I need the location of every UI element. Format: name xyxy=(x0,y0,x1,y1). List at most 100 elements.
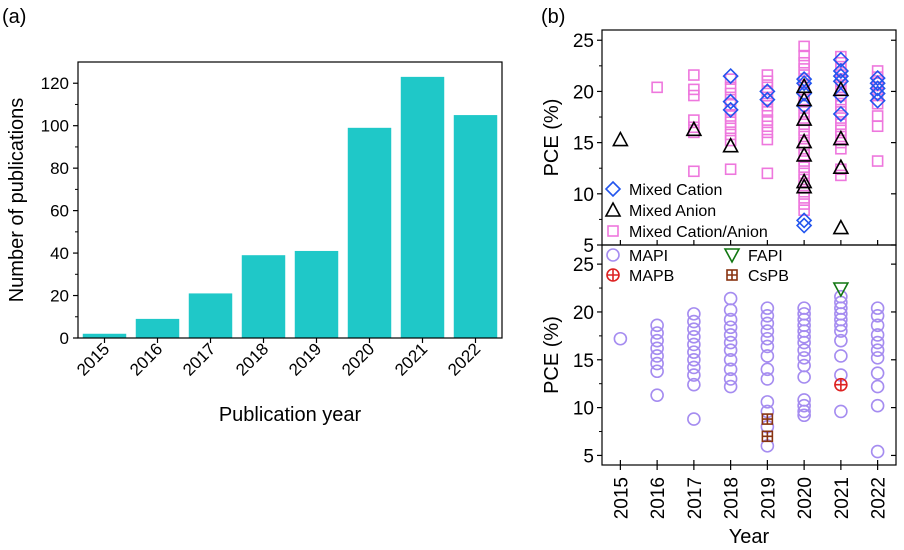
point-mapi-2020-57 xyxy=(797,404,811,419)
point-mixed-cation-anion-2016-0 xyxy=(651,81,663,94)
legend-label-mixed-anion: Mixed Anion xyxy=(629,203,716,220)
point-mixed-cation-anion-2022-84 xyxy=(871,120,884,133)
point-mixed-cation-2020-9 xyxy=(795,212,813,229)
bar-2016 xyxy=(135,318,180,338)
point-mapi-2019-35 xyxy=(760,331,775,346)
scatter-chart-mixed: 5 10 15 20 25 PCE (%) Mixed Cation Mixed Anion M… xyxy=(541,29,897,257)
point-mapi-2017-19 xyxy=(687,412,701,426)
point-mixed-cation-anion-2020-56 xyxy=(798,192,810,204)
y-tick-label-a-60: 60 xyxy=(50,202,69,221)
panel-label-b: (b) xyxy=(541,6,565,28)
point-mixed-cation-anion-2022-85 xyxy=(871,155,884,167)
bar-2017 xyxy=(188,293,233,338)
y-tick-label-a-0: 0 xyxy=(60,329,69,348)
point-mixed-cation-2018-2 xyxy=(722,101,739,118)
point-mapi-2022-71 xyxy=(870,308,885,323)
point-mixed-cation-anion-2020-42 xyxy=(798,106,810,118)
legend-label-cspb: CsPB xyxy=(748,268,789,285)
point-mixed-anion-2021-12 xyxy=(832,158,850,174)
point-mixed-cation-2022-20 xyxy=(869,85,886,102)
y-tick-label-b-top-10: 10 xyxy=(573,185,594,206)
bar-2019 xyxy=(294,250,339,338)
point-mapi-2017-9 xyxy=(687,307,701,321)
point-mapi-2021-66 xyxy=(834,333,848,348)
point-mixed-cation-2022-17 xyxy=(869,69,886,87)
point-mixed-cation-2021-11 xyxy=(832,51,850,68)
legend-marker-mixed-cation-anion xyxy=(607,225,619,237)
point-mapi-2016-2 xyxy=(650,326,664,340)
scatter-chart-single: 5 10 15 20 25 2015 2016 2017 2018 2019 2020 2021 202… xyxy=(541,244,897,548)
point-mixed-cation-anion-2020-34 xyxy=(798,56,810,69)
x-tick-label-b-2021: 2021 xyxy=(832,477,853,519)
point-mapi-2016-6 xyxy=(650,356,664,371)
point-mapi-2016-1 xyxy=(650,318,664,333)
plot-frame-b-bottom xyxy=(601,244,897,466)
point-mapi-2018-23 xyxy=(723,320,738,335)
point-mapi-2022-72 xyxy=(870,318,885,333)
point-mixed-anion-2020-7 xyxy=(795,146,813,162)
point-mixed-cation-anion-2018-14 xyxy=(724,110,737,122)
legend-marker-mixed-anion xyxy=(604,201,622,217)
x-tick-label-a-2015: 2015 xyxy=(73,339,113,379)
point-mapi-2021-67 xyxy=(834,349,848,363)
legend-marker-cspb xyxy=(726,269,738,281)
point-mapi-2018-24 xyxy=(723,328,738,342)
point-mixed-cation-2020-6 xyxy=(795,75,813,92)
point-mapi-2015-0 xyxy=(613,331,628,346)
point-cspb-2019-1 xyxy=(761,430,774,443)
point-mixed-cation-anion-2019-24 xyxy=(761,93,774,106)
point-mixed-cation-anion-2020-49 xyxy=(798,149,810,161)
y-tick-label-a-120: 120 xyxy=(41,74,69,93)
point-mapi-2017-18 xyxy=(687,377,701,392)
x-tick-label-a-2017: 2017 xyxy=(179,339,219,379)
point-mixed-anion-2020-4 xyxy=(795,90,813,107)
point-mapi-2017-15 xyxy=(687,352,701,367)
point-mapi-2018-22 xyxy=(723,312,738,327)
point-mapi-2019-34 xyxy=(760,324,775,338)
point-mapi-2021-65 xyxy=(834,324,848,338)
point-mixed-anion-2020-8 xyxy=(795,172,813,189)
y-tick-label-b-bottom-5: 5 xyxy=(583,446,594,467)
point-mixed-cation-anion-2018-18 xyxy=(724,134,737,147)
point-mixed-cation-2018-0 xyxy=(722,67,739,85)
point-cspb-2019-1-cross xyxy=(762,431,773,442)
legend-label-mapb: MAPB xyxy=(629,268,674,285)
bar-2021 xyxy=(400,76,445,338)
point-mapi-2022-75 xyxy=(870,343,885,358)
point-mapi-2020-52 xyxy=(797,351,811,365)
point-mixed-cation-2019-3 xyxy=(759,83,776,100)
point-mixed-anion-2018-2 xyxy=(722,137,739,153)
y-tick-label-b-bottom-20: 20 xyxy=(573,303,594,324)
point-mixed-cation-anion-2018-13 xyxy=(724,104,737,116)
y-tick-label-a-20: 20 xyxy=(50,287,69,306)
point-mixed-cation-2022-21 xyxy=(869,92,886,109)
point-mixed-cation-2021-12 xyxy=(832,62,850,80)
point-mapi-2020-54 xyxy=(797,370,811,384)
point-mixed-cation-2019-4 xyxy=(759,91,776,108)
x-tick-label-a-2018: 2018 xyxy=(232,339,272,379)
point-mixed-cation-anion-2018-10 xyxy=(724,87,737,100)
point-mixed-cation-anion-2021-70 xyxy=(835,118,847,130)
point-mixed-cation-anion-2020-57 xyxy=(798,198,810,210)
point-mapi-2017-13 xyxy=(687,337,701,352)
point-mixed-anion-2021-13 xyxy=(832,218,850,235)
x-tick-label-b-2018: 2018 xyxy=(722,477,743,519)
point-mapi-2020-51 xyxy=(797,343,811,358)
bar-chart-publications: 0 20 40 60 80 100 120 2015 2016 2017 2018 2019 2020 2… xyxy=(6,61,503,426)
legend-marker-mapi xyxy=(606,248,620,262)
point-mixed-cation-anion-2020-33 xyxy=(798,49,810,62)
point-mapi-2019-37 xyxy=(760,349,775,363)
point-mapi-2019-32 xyxy=(760,308,775,323)
point-mapi-2020-58 xyxy=(797,408,811,423)
point-mapi-2017-12 xyxy=(687,330,701,344)
point-mixed-cation-anion-2021-73 xyxy=(835,136,847,149)
x-tick-label-b-2020: 2020 xyxy=(795,477,816,519)
point-mapi-2019-40 xyxy=(760,395,775,409)
x-tick-label-b-2017: 2017 xyxy=(685,477,706,519)
y-tick-label-b-top-5: 5 xyxy=(583,236,594,257)
point-mixed-cation-anion-2019-30 xyxy=(761,133,774,146)
legend-marker-fapi xyxy=(723,248,741,264)
point-mapi-2022-80 xyxy=(870,444,885,459)
point-mapi-2017-11 xyxy=(687,322,701,336)
x-axis-label-a: Publication year xyxy=(219,404,362,426)
